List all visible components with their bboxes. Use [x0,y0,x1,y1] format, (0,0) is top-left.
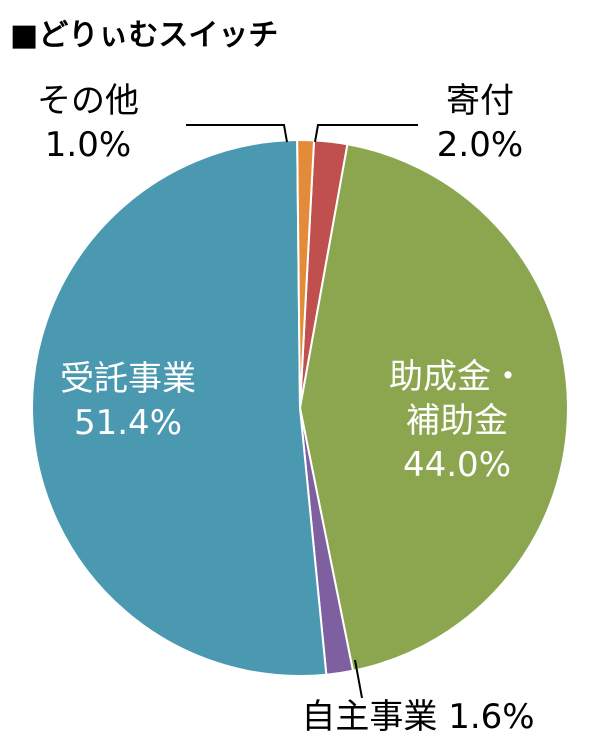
slice-value-label: 1.0% [45,125,131,165]
slice-label: 補助金 [406,401,508,441]
pie-slice [296,139,316,409]
pie-slice [31,138,328,677]
slice-label: 受託事業 [60,359,196,399]
slice-label: 助成金・ [389,357,525,397]
chart-title: ■どりぃむスイッチ [10,18,279,53]
leader-line [314,124,418,143]
pie-slice [298,143,569,672]
leader-line [354,659,363,699]
slice-value-label: 2.0% [437,125,523,165]
slice-value-label: 51.4% [74,403,182,443]
slice-label: 寄付 [446,81,514,121]
slice-label: その他 [37,81,139,121]
leader-line [186,124,288,143]
slice-label: 自主事業 1.6% [301,697,534,737]
slice-value-label: 44.0% [403,445,511,485]
